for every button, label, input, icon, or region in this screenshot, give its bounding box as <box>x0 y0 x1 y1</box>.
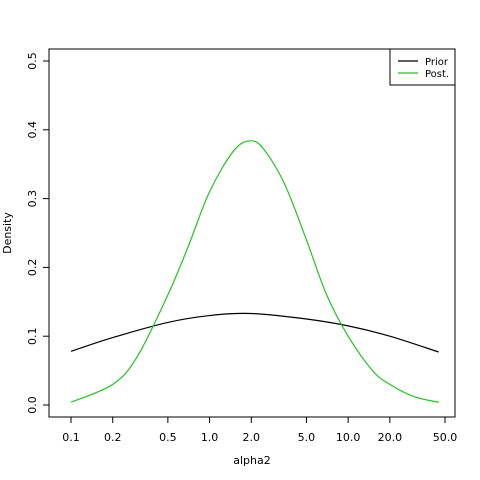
legend-label: Post. <box>425 69 449 80</box>
y-tick-label: 0.5 <box>26 52 39 70</box>
x-tick-label: 20.0 <box>378 431 403 444</box>
x-axis-label: alpha2 <box>233 454 271 467</box>
legend-box <box>389 48 456 86</box>
y-tick-label: 0.1 <box>26 327 39 345</box>
x-tick-label: 2.0 <box>243 431 261 444</box>
series-line-prior <box>70 312 439 353</box>
series-layer <box>70 140 439 403</box>
x-tick-label: 0.2 <box>104 431 122 444</box>
plot-frame <box>48 48 456 418</box>
y-tick-label: 0.0 <box>26 396 39 414</box>
x-tick-label: 10.0 <box>336 431 361 444</box>
legend-label: Prior <box>425 57 449 68</box>
y-tick-label: 0.4 <box>26 121 39 139</box>
series-line-post <box>70 140 439 403</box>
x-tick-label: 1.0 <box>201 431 219 444</box>
x-tick-label: 5.0 <box>298 431 316 444</box>
y-axis: 0.0 0.1 0.2 0.3 0.4 0.5 <box>26 52 50 414</box>
y-tick-label: 0.2 <box>26 259 39 277</box>
x-tick-label: 50.0 <box>433 431 458 444</box>
x-axis: 0.1 0.2 0.5 1.0 2.0 5.0 10.0 20.0 50.0 <box>62 416 458 444</box>
y-tick-label: 0.3 <box>26 190 39 208</box>
x-tick-label: 0.5 <box>159 431 177 444</box>
y-axis-label: Density <box>1 212 14 254</box>
x-tick-label: 0.1 <box>62 431 80 444</box>
